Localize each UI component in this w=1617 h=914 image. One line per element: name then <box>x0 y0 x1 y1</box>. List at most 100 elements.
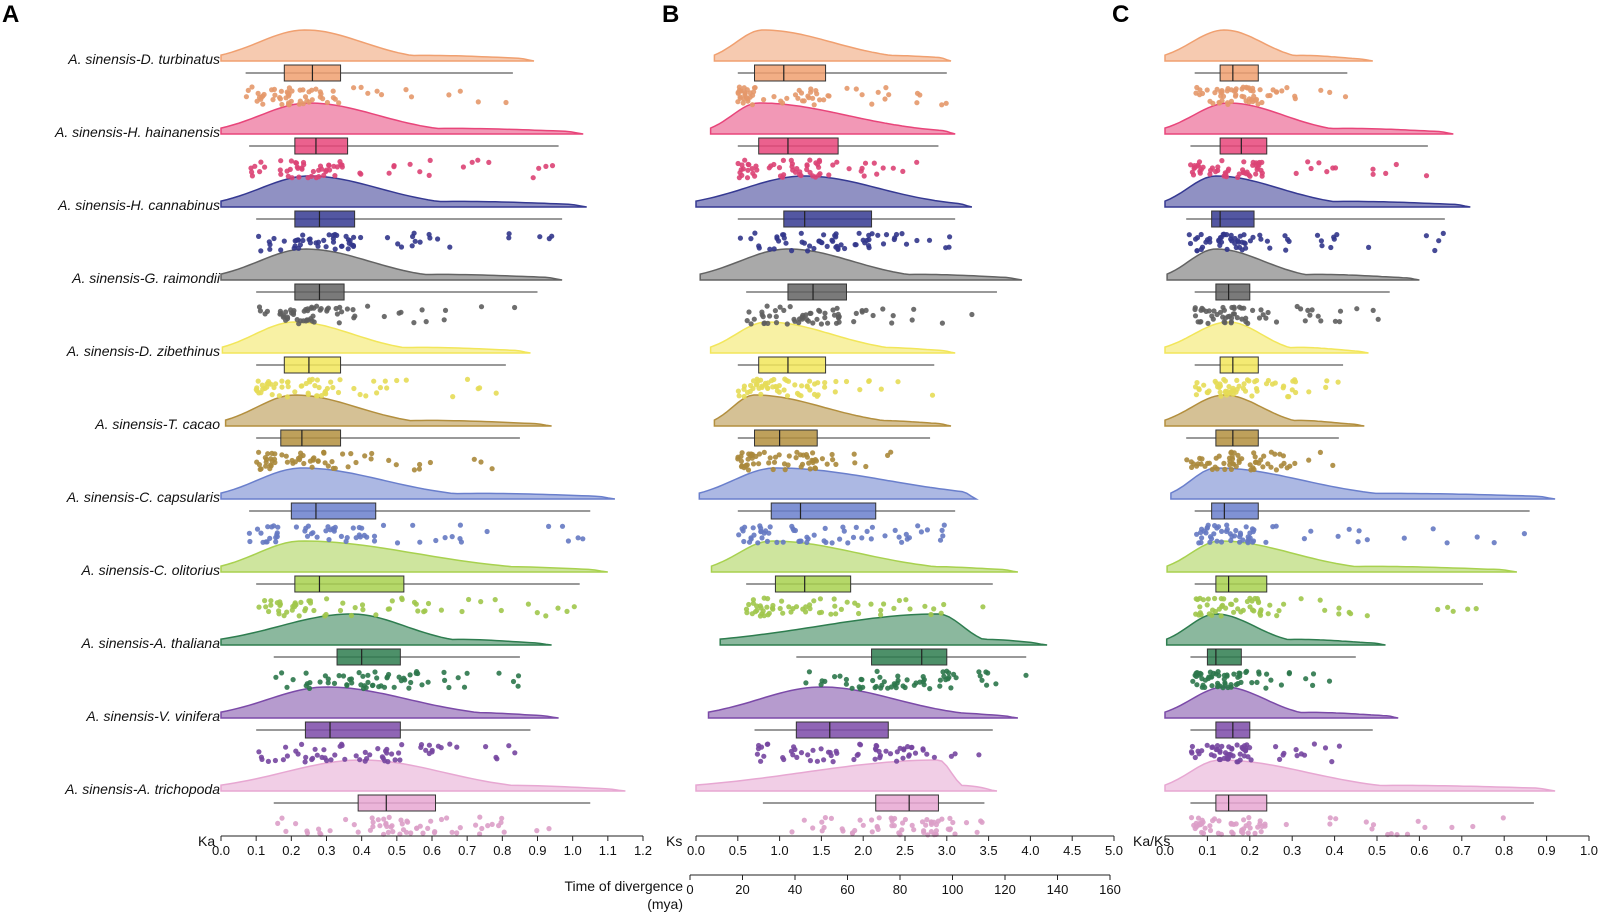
rain-point <box>315 458 321 464</box>
rain-point <box>371 538 378 544</box>
rain-point <box>311 455 317 461</box>
rain-point <box>921 829 927 836</box>
rain-point <box>325 680 331 686</box>
rain-point <box>351 385 357 392</box>
rain-point <box>1242 240 1248 247</box>
rain-point <box>1293 170 1299 176</box>
rain-point <box>1231 821 1237 828</box>
rain-point <box>1229 829 1235 835</box>
tick-label: 5.0 <box>1105 843 1123 858</box>
rain-point <box>915 523 921 529</box>
rain-point <box>902 816 909 823</box>
rain-point <box>1317 449 1323 455</box>
rain-point <box>819 456 826 462</box>
rain-point <box>303 754 309 761</box>
rain-point <box>1193 673 1199 680</box>
rain-point <box>795 95 801 101</box>
rain-point <box>493 390 499 396</box>
rain-point <box>797 172 803 178</box>
rain-point <box>939 102 945 108</box>
rain-point <box>303 306 309 313</box>
rain-point <box>872 756 878 762</box>
rain-point <box>1231 388 1237 394</box>
rain-point <box>834 750 840 756</box>
rain-point <box>423 747 429 753</box>
tick-label: 1.0 <box>564 843 582 858</box>
rain-point <box>1211 670 1217 676</box>
rain-point <box>496 670 502 676</box>
rain-point <box>1310 671 1317 677</box>
iqr-box <box>871 648 948 666</box>
rain-point <box>295 751 301 757</box>
rain-point <box>736 175 743 181</box>
rain-point <box>1436 238 1442 244</box>
rain-point <box>255 90 261 96</box>
density-cloud <box>1164 321 1369 354</box>
rain-point <box>738 458 745 464</box>
rain-point <box>924 817 930 823</box>
rain-point <box>1202 825 1208 831</box>
rain-point <box>352 605 358 611</box>
rain-point <box>767 246 773 252</box>
rain-point <box>292 601 298 607</box>
rain-point <box>1336 605 1342 611</box>
rain-point <box>410 522 416 528</box>
rain-point <box>417 169 423 175</box>
density-cloud <box>713 29 952 62</box>
rain-point <box>808 310 814 316</box>
rain-point <box>485 823 491 829</box>
rain-point <box>1228 315 1235 321</box>
rain-point <box>834 159 840 165</box>
rain-point <box>257 308 263 314</box>
tick-label: 0.8 <box>493 843 511 858</box>
rain-point <box>449 829 455 835</box>
rain-point <box>799 316 805 322</box>
rain-point <box>1188 162 1194 168</box>
tick-label: 40 <box>788 882 802 897</box>
rain-point <box>256 749 262 755</box>
rain-point <box>1273 89 1280 95</box>
rain-point <box>1258 307 1264 313</box>
rain-point <box>374 390 380 396</box>
tick-label: 1.2 <box>634 843 652 858</box>
rain-point <box>390 829 396 835</box>
rain-point <box>1246 99 1252 105</box>
rain-point <box>904 536 910 542</box>
rain-point <box>1205 522 1211 528</box>
rain-point <box>887 751 894 757</box>
rain-point <box>1257 232 1263 238</box>
rain-point <box>895 673 901 679</box>
rain-point <box>745 389 751 396</box>
rain-point <box>330 239 337 245</box>
rain-point <box>1221 376 1227 383</box>
rain-point <box>812 381 818 387</box>
rain-point <box>272 757 278 764</box>
rain-point <box>353 459 359 466</box>
rain-point <box>1261 453 1267 459</box>
rain-point <box>1194 380 1200 386</box>
tick-label: 0.1 <box>1198 843 1216 858</box>
rain-point <box>571 604 577 610</box>
rain-point <box>1276 608 1282 614</box>
density-cloud <box>1164 759 1556 792</box>
rain-point <box>946 670 952 676</box>
rain-point <box>1369 826 1375 832</box>
density-cloud <box>707 686 1019 719</box>
rain-point <box>853 310 859 316</box>
rain-point <box>1273 319 1280 325</box>
rain-point <box>332 96 338 102</box>
rain-point <box>1195 461 1201 467</box>
rain-point <box>1237 534 1243 540</box>
rain-point <box>1327 815 1333 821</box>
rain-point <box>302 759 308 765</box>
rain-point <box>1193 236 1199 242</box>
rain-point <box>278 88 284 94</box>
rain-point <box>351 822 357 828</box>
rain-point <box>924 751 930 757</box>
rain-point <box>1342 94 1349 100</box>
rain-point <box>285 384 291 390</box>
rain-point <box>869 524 876 530</box>
rain-point <box>279 378 285 384</box>
rain-point <box>477 814 483 820</box>
rain-point <box>309 376 315 382</box>
